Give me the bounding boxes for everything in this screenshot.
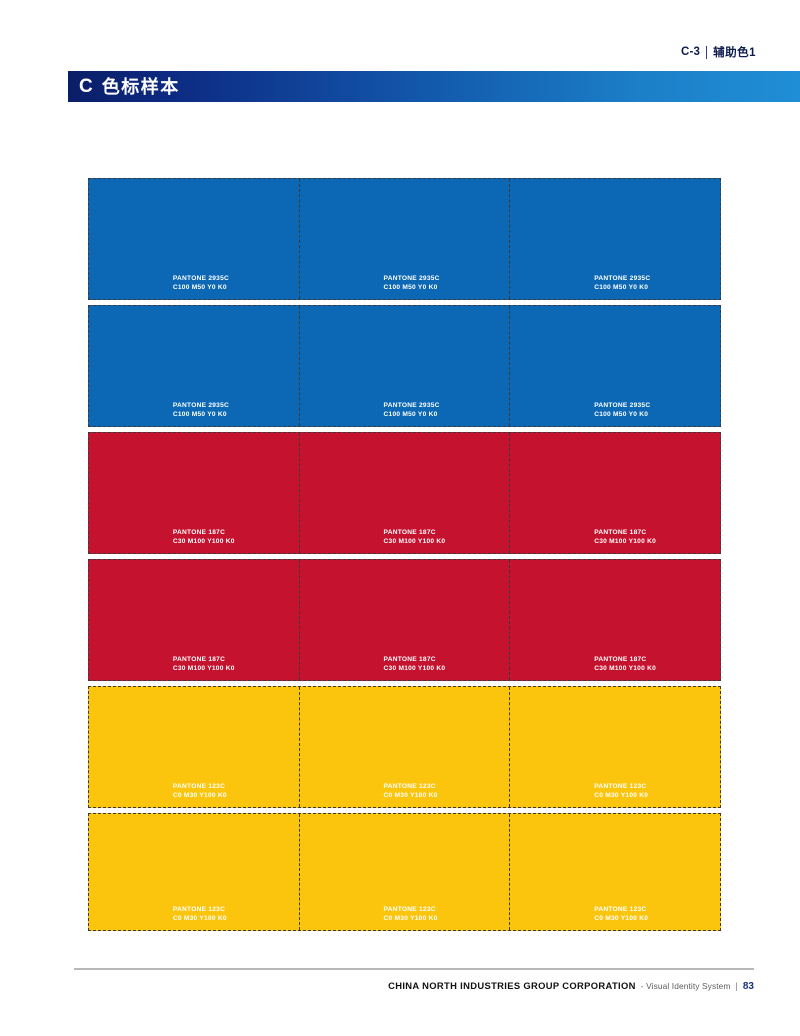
swatch-label: PANTONE 2935C C100 M50 Y0 K0: [300, 401, 510, 420]
section-code: C-3: [680, 46, 701, 58]
swatch-row: PANTONE 187C C30 M100 Y100 K0 PANTONE 18…: [88, 559, 721, 681]
footer-company-name: CHINA NORTH INDUSTRIES GROUP CORPORATION: [388, 980, 636, 991]
swatch-row: PANTONE 2935C C100 M50 Y0 K0 PANTONE 293…: [88, 305, 721, 427]
swatch-label: PANTONE 187C C30 M100 Y100 K0: [300, 655, 510, 674]
swatch-cell: PANTONE 123C C0 M30 Y100 K0: [509, 814, 720, 930]
swatch-cell: PANTONE 187C C30 M100 Y100 K0: [89, 560, 299, 680]
swatch-row: PANTONE 123C C0 M30 Y100 K0 PANTONE 123C…: [88, 813, 721, 931]
swatch-cmyk: C0 M30 Y100 K0: [594, 915, 649, 923]
swatch-cmyk: C100 M50 Y0 K0: [172, 284, 227, 292]
swatch-pantone: PANTONE 2935C: [172, 401, 230, 409]
swatch-pantone: PANTONE 123C: [383, 782, 436, 790]
swatch-label: PANTONE 187C C30 M100 Y100 K0: [89, 528, 299, 547]
swatch-pantone: PANTONE 123C: [172, 905, 226, 913]
swatch-cell: PANTONE 123C C0 M30 Y100 K0: [298, 814, 510, 930]
swatch-cmyk: C30 M100 Y100 K0: [594, 665, 656, 673]
swatch-label: PANTONE 123C C0 M30 Y100 K0: [89, 782, 299, 801]
swatch-cell: PANTONE 187C C30 M100 Y100 K0: [298, 433, 510, 553]
page-title: 色标样本: [101, 76, 180, 97]
swatch-cell: PANTONE 187C C30 M100 Y100 K0: [89, 433, 299, 553]
swatch-cmyk: C30 M100 Y100 K0: [172, 538, 235, 546]
swatch-label: PANTONE 123C C0 M30 Y100 K0: [510, 782, 720, 801]
swatch-cell: PANTONE 187C C30 M100 Y100 K0: [509, 560, 720, 680]
swatch-label: PANTONE 123C C0 M30 Y100 K0: [300, 905, 510, 924]
footer-divider: |: [735, 981, 738, 991]
swatch-label: PANTONE 2935C C100 M50 Y0 K0: [300, 274, 510, 293]
page-number: 83: [742, 981, 754, 992]
swatch-pantone: PANTONE 2935C: [383, 401, 440, 409]
footer: CHINA NORTH INDUSTRIES GROUP CORPORATION…: [388, 980, 754, 992]
swatch-cmyk: C0 M30 Y100 K0: [594, 792, 649, 800]
section-title-bar: C 色标样本: [68, 71, 800, 102]
swatch-cmyk: C30 M100 Y100 K0: [383, 538, 446, 546]
swatch-pantone: PANTONE 2935C: [594, 274, 651, 282]
swatch-cell: PANTONE 123C C0 M30 Y100 K0: [509, 687, 720, 807]
swatch-pantone: PANTONE 2935C: [172, 274, 230, 282]
swatch-cell: PANTONE 123C C0 M30 Y100 K0: [89, 687, 299, 807]
swatch-row: PANTONE 123C C0 M30 Y100 K0 PANTONE 123C…: [88, 686, 721, 808]
swatch-cmyk: C30 M100 Y100 K0: [594, 538, 656, 546]
swatch-cell: PANTONE 123C C0 M30 Y100 K0: [298, 687, 510, 807]
swatch-label: PANTONE 123C C0 M30 Y100 K0: [510, 905, 720, 924]
swatch-cell: PANTONE 187C C30 M100 Y100 K0: [298, 560, 510, 680]
swatch-pantone: PANTONE 2935C: [594, 401, 651, 409]
swatch-label: PANTONE 123C C0 M30 Y100 K0: [89, 905, 299, 924]
swatch-label: PANTONE 2935C C100 M50 Y0 K0: [510, 401, 720, 420]
swatch-pantone: PANTONE 187C: [594, 528, 647, 536]
swatch-cmyk: C0 M30 Y100 K0: [383, 792, 438, 800]
header-divider: [706, 45, 708, 59]
swatch-row: PANTONE 2935C C100 M50 Y0 K0 PANTONE 293…: [88, 178, 721, 300]
swatch-cell: PANTONE 2935C C100 M50 Y0 K0: [509, 179, 720, 299]
swatch-cell: PANTONE 2935C C100 M50 Y0 K0: [89, 179, 299, 299]
swatch-cmyk: C0 M30 Y100 K0: [172, 915, 227, 923]
swatch-label: PANTONE 2935C C100 M50 Y0 K0: [89, 274, 299, 293]
swatch-pantone: PANTONE 187C: [172, 655, 226, 663]
swatch-pantone: PANTONE 2935C: [383, 274, 440, 282]
header-section-meta: C-3 辅助色1: [681, 44, 756, 60]
swatch-pantone: PANTONE 187C: [172, 528, 226, 536]
section-title-cn: 辅助色1: [713, 47, 756, 59]
swatch-pantone: PANTONE 123C: [383, 905, 436, 913]
swatch-cmyk: C0 M30 Y100 K0: [383, 915, 438, 923]
swatch-cmyk: C100 M50 Y0 K0: [383, 284, 438, 292]
swatch-cmyk: C100 M50 Y0 K0: [594, 284, 649, 292]
swatch-pantone: PANTONE 187C: [594, 655, 647, 663]
swatch-cmyk: C100 M50 Y0 K0: [594, 411, 649, 419]
swatch-pantone: PANTONE 123C: [172, 782, 226, 790]
swatch-label: PANTONE 187C C30 M100 Y100 K0: [300, 528, 510, 547]
swatch-cell: PANTONE 187C C30 M100 Y100 K0: [509, 433, 720, 553]
color-swatch-grid: PANTONE 2935C C100 M50 Y0 K0 PANTONE 293…: [88, 178, 721, 931]
swatch-pantone: PANTONE 187C: [383, 528, 436, 536]
swatch-cmyk: C30 M100 Y100 K0: [172, 665, 235, 673]
swatch-cell: PANTONE 123C C0 M30 Y100 K0: [89, 814, 299, 930]
swatch-pantone: PANTONE 123C: [594, 782, 647, 790]
title-letter: C: [79, 76, 93, 97]
swatch-label: PANTONE 187C C30 M100 Y100 K0: [510, 528, 720, 547]
swatch-cell: PANTONE 2935C C100 M50 Y0 K0: [89, 306, 299, 426]
swatch-cmyk: C30 M100 Y100 K0: [383, 665, 446, 673]
swatch-label: PANTONE 123C C0 M30 Y100 K0: [300, 782, 510, 801]
swatch-row: PANTONE 187C C30 M100 Y100 K0 PANTONE 18…: [88, 432, 721, 554]
swatch-label: PANTONE 187C C30 M100 Y100 K0: [89, 655, 299, 674]
swatch-label: PANTONE 2935C C100 M50 Y0 K0: [510, 274, 720, 293]
swatch-cmyk: C0 M30 Y100 K0: [172, 792, 227, 800]
footer-divider-rule: [74, 968, 754, 970]
swatch-cmyk: C100 M50 Y0 K0: [383, 411, 438, 419]
swatch-cell: PANTONE 2935C C100 M50 Y0 K0: [509, 306, 720, 426]
swatch-cell: PANTONE 2935C C100 M50 Y0 K0: [298, 306, 510, 426]
swatch-pantone: PANTONE 123C: [594, 905, 647, 913]
swatch-pantone: PANTONE 187C: [383, 655, 436, 663]
footer-subtitle: - Visual Identity System: [640, 981, 731, 991]
swatch-cell: PANTONE 2935C C100 M50 Y0 K0: [298, 179, 510, 299]
swatch-label: PANTONE 187C C30 M100 Y100 K0: [510, 655, 720, 674]
swatch-cmyk: C100 M50 Y0 K0: [172, 411, 227, 419]
swatch-label: PANTONE 2935C C100 M50 Y0 K0: [89, 401, 299, 420]
